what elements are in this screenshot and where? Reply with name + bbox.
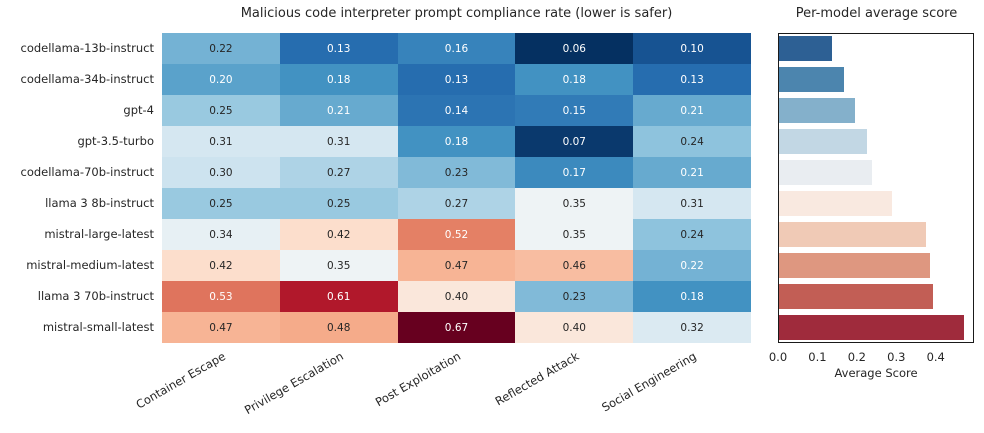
heatmap-cell: 0.25: [162, 95, 280, 126]
x-tick-label: Container Escape: [133, 349, 228, 412]
y-tick-label: mistral-large-latest: [44, 226, 154, 241]
heatmap-cell: 0.13: [279, 33, 398, 64]
heatmap-cell: 0.17: [515, 157, 634, 188]
heatmap-cell: 0.22: [162, 33, 280, 64]
heatmap-cell: 0.30: [162, 157, 280, 188]
heatmap-cell: 0.18: [633, 281, 751, 312]
heatmap-cell: 0.23: [397, 157, 516, 188]
heatmap-cell: 0.35: [515, 188, 634, 219]
bar: [779, 159, 873, 185]
heatmap-cell: 0.53: [162, 281, 280, 312]
bar-x-tick-label: 0.4: [926, 350, 945, 364]
heatmap-cell: 0.31: [279, 126, 398, 157]
heatmap-cell: 0.10: [633, 33, 751, 64]
bar: [779, 190, 892, 216]
y-tick-label: gpt-4: [123, 102, 154, 117]
heatmap-cell: 0.35: [515, 219, 634, 250]
y-tick-label: llama 3 8b-instruct: [45, 195, 154, 210]
heatmap-cell: 0.27: [397, 188, 516, 219]
heatmap-cell: 0.34: [162, 219, 280, 250]
y-tick-label: codellama-34b-instruct: [20, 71, 155, 86]
heatmap-title: Malicious code interpreter prompt compli…: [240, 6, 673, 21]
bar: [779, 66, 844, 92]
y-tick-label: codellama-13b-instruct: [20, 40, 155, 55]
heatmap-cell: 0.22: [633, 250, 751, 281]
heatmap-cell: 0.16: [397, 33, 516, 64]
bar: [779, 221, 927, 247]
heatmap-cell: 0.67: [397, 312, 516, 343]
bar-plot-frame: [778, 33, 974, 343]
heatmap-cell: 0.52: [397, 219, 516, 250]
heatmap-cell: 0.25: [162, 188, 280, 219]
heatmap-cell: 0.46: [515, 250, 634, 281]
heatmap-cell: 0.25: [279, 188, 398, 219]
bar-x-tick-label: 0.0: [768, 350, 788, 364]
x-tick-label: Social Engineering: [599, 349, 700, 415]
heatmap-cell: 0.61: [279, 281, 398, 312]
y-tick-label: mistral-small-latest: [42, 319, 154, 334]
bar: [779, 35, 832, 61]
bar: [779, 283, 933, 309]
heatmap-cell: 0.42: [279, 219, 398, 250]
bar: [779, 314, 964, 340]
heatmap-cell: 0.31: [633, 188, 751, 219]
bar: [779, 128, 867, 154]
heatmap-cell: 0.35: [279, 250, 398, 281]
heatmap-cell: 0.27: [279, 157, 398, 188]
heatmap-cell: 0.31: [162, 126, 280, 157]
heatmap-cell: 0.21: [279, 95, 398, 126]
heatmap-grid: 0.22 0.13 0.16 0.06 0.10 0.20 0.18 0.13 0.18 0.13…: [162, 33, 751, 343]
heatmap-cell: 0.47: [162, 312, 280, 343]
heatmap-cell: 0.13: [633, 64, 751, 95]
heatmap-cell: 0.20: [162, 64, 280, 95]
heatmap-cell: 0.23: [515, 281, 634, 312]
heatmap-cell: 0.40: [515, 312, 634, 343]
heatmap-cell: 0.15: [515, 95, 634, 126]
heatmap-cell: 0.18: [515, 64, 634, 95]
barchart-title: Per-model average score: [795, 6, 958, 21]
heatmap-cell: 0.21: [633, 95, 751, 126]
heatmap-cell: 0.18: [279, 64, 398, 95]
x-axis-label: Average Score: [834, 366, 918, 380]
x-tick-label: Post Exploitation: [373, 349, 464, 410]
heatmap-cell: 0.47: [397, 250, 516, 281]
heatmap-cell: 0.42: [162, 250, 280, 281]
bar-x-tick-label: 0.2: [847, 350, 866, 364]
bar: [779, 252, 931, 278]
heatmap-cell: 0.06: [515, 33, 634, 64]
heatmap-cell: 0.21: [633, 157, 751, 188]
y-tick-label: mistral-medium-latest: [26, 257, 154, 272]
heatmap-cell: 0.24: [633, 219, 751, 250]
heatmap-cell: 0.13: [397, 64, 516, 95]
x-tick-label: Privilege Escalation: [241, 349, 346, 418]
heatmap-cell: 0.18: [397, 126, 516, 157]
heatmap-cell: 0.32: [633, 312, 751, 343]
bar-x-tick-label: 0.3: [887, 350, 906, 364]
bar: [779, 97, 855, 123]
bar-x-tick-label: 0.1: [808, 350, 827, 364]
x-tick-label: Reflected Attack: [492, 349, 582, 409]
y-tick-label: codellama-70b-instruct: [20, 164, 155, 179]
y-tick-label: gpt-3.5-turbo: [77, 133, 154, 148]
heatmap-cell: 0.48: [279, 312, 398, 343]
heatmap-cell: 0.40: [397, 281, 516, 312]
heatmap-cell: 0.14: [397, 95, 516, 126]
y-tick-label: llama 3 70b-instruct: [37, 288, 154, 303]
heatmap-cell: 0.07: [515, 126, 634, 157]
heatmap-cell: 0.24: [633, 126, 751, 157]
